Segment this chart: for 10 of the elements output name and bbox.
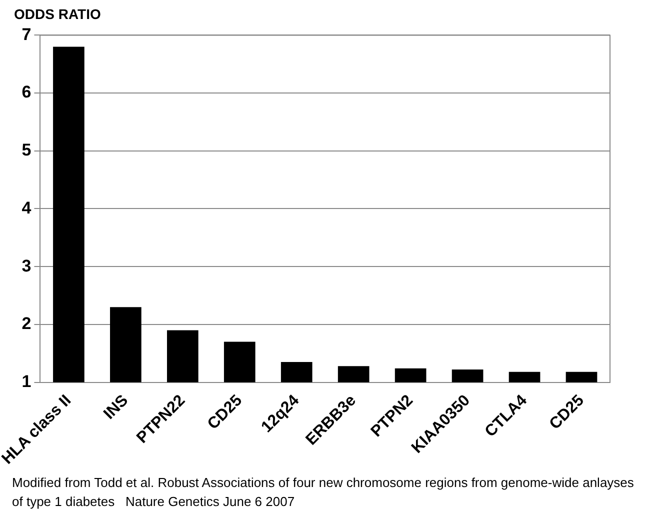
y-tick-label: 5 — [22, 140, 32, 160]
y-tick-label: 7 — [22, 24, 32, 44]
text: Modified from Todd et al. Robust Associations of four new chromosome regions from genome-wide anlayses of type 1 diabetes Nature Genetics June 6 2007 — [12, 474, 635, 511]
y-tick-label: 2 — [22, 314, 32, 334]
y-tick-label: 1 — [22, 372, 32, 391]
y-tick-label: 6 — [22, 82, 32, 102]
y-tick-label: 3 — [22, 256, 32, 276]
x-tick-label: INS — [100, 392, 132, 423]
y-tick-label: 4 — [22, 198, 32, 218]
y-axis-title: ODDS RATIO — [14, 6, 101, 22]
